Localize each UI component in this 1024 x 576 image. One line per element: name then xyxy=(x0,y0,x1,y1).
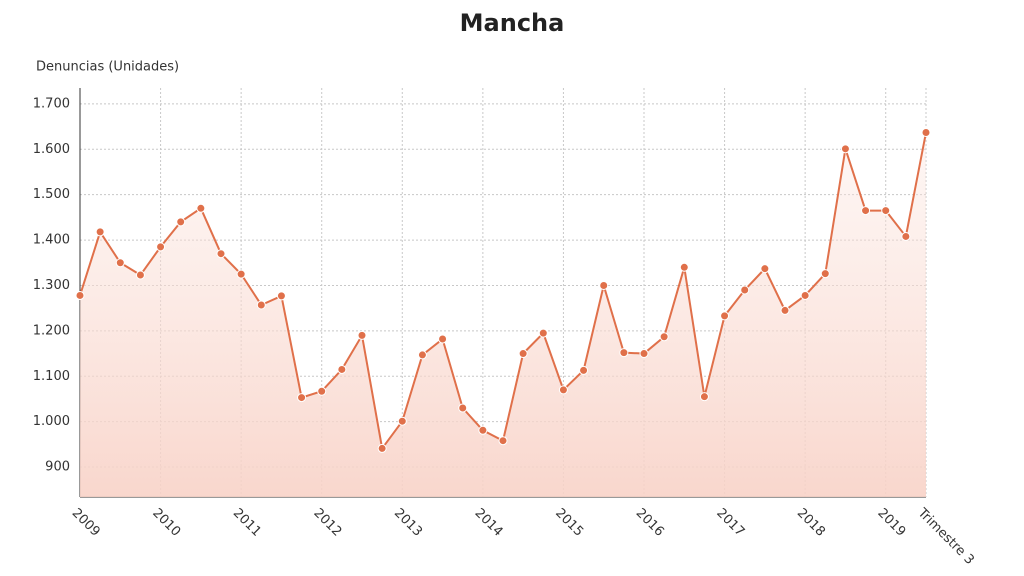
y-tick-label: 1.100 xyxy=(33,369,70,384)
point xyxy=(679,262,689,272)
point xyxy=(800,290,810,300)
point xyxy=(297,393,307,403)
point xyxy=(760,264,770,274)
point xyxy=(276,291,286,301)
x-tick-label: 2011 xyxy=(230,506,264,540)
point xyxy=(438,334,448,344)
point xyxy=(216,249,226,259)
point xyxy=(579,365,589,375)
point xyxy=(881,206,891,216)
point xyxy=(75,290,85,300)
y-tick-label: 1.300 xyxy=(33,278,70,293)
point xyxy=(921,127,931,137)
point xyxy=(558,385,568,395)
chart-title: Mancha xyxy=(460,9,565,37)
y-tick-label: 900 xyxy=(45,460,70,475)
point xyxy=(256,300,266,310)
point xyxy=(780,305,790,315)
point xyxy=(458,403,468,413)
x-tick-label: Trimestre 3 xyxy=(914,505,977,568)
x-tick-label: 2019 xyxy=(874,506,908,540)
point xyxy=(861,206,871,216)
point xyxy=(720,311,730,321)
point xyxy=(740,285,750,295)
point xyxy=(176,217,186,227)
point xyxy=(317,386,327,396)
x-tick-label: 2009 xyxy=(69,506,103,540)
point xyxy=(115,258,125,268)
point xyxy=(498,436,508,446)
y-axis-label: Denuncias (Unidades) xyxy=(36,60,179,75)
point xyxy=(659,332,669,342)
x-tick-label: 2016 xyxy=(633,506,667,540)
x-tick-label: 2013 xyxy=(391,506,425,540)
point xyxy=(901,231,911,241)
point xyxy=(377,443,387,453)
point xyxy=(699,392,709,402)
x-tick-label: 2010 xyxy=(149,506,183,540)
point xyxy=(397,416,407,426)
y-tick-label: 1.200 xyxy=(33,323,70,338)
point xyxy=(417,350,427,360)
point xyxy=(619,348,629,358)
x-tick-label: 2012 xyxy=(310,506,344,540)
point xyxy=(820,269,830,279)
point xyxy=(95,227,105,237)
point xyxy=(196,203,206,213)
point xyxy=(357,330,367,340)
x-tick-label: 2017 xyxy=(713,506,747,540)
area xyxy=(80,132,926,497)
x-tick-label: 2018 xyxy=(794,506,828,540)
x-tick-label: 2015 xyxy=(552,506,586,540)
point xyxy=(538,328,548,338)
y-tick-label: 1.500 xyxy=(33,187,70,202)
point xyxy=(639,349,649,359)
point xyxy=(135,270,145,280)
point xyxy=(337,364,347,374)
point xyxy=(518,349,528,359)
y-tick-label: 1.600 xyxy=(33,142,70,157)
y-tick-label: 1.000 xyxy=(33,414,70,429)
point xyxy=(840,144,850,154)
point xyxy=(156,242,166,252)
x-tick-label: 2014 xyxy=(472,506,506,540)
point xyxy=(478,425,488,435)
point xyxy=(236,269,246,279)
point xyxy=(599,280,609,290)
y-tick-label: 1.400 xyxy=(33,233,70,248)
y-tick-label: 1.700 xyxy=(33,96,70,111)
